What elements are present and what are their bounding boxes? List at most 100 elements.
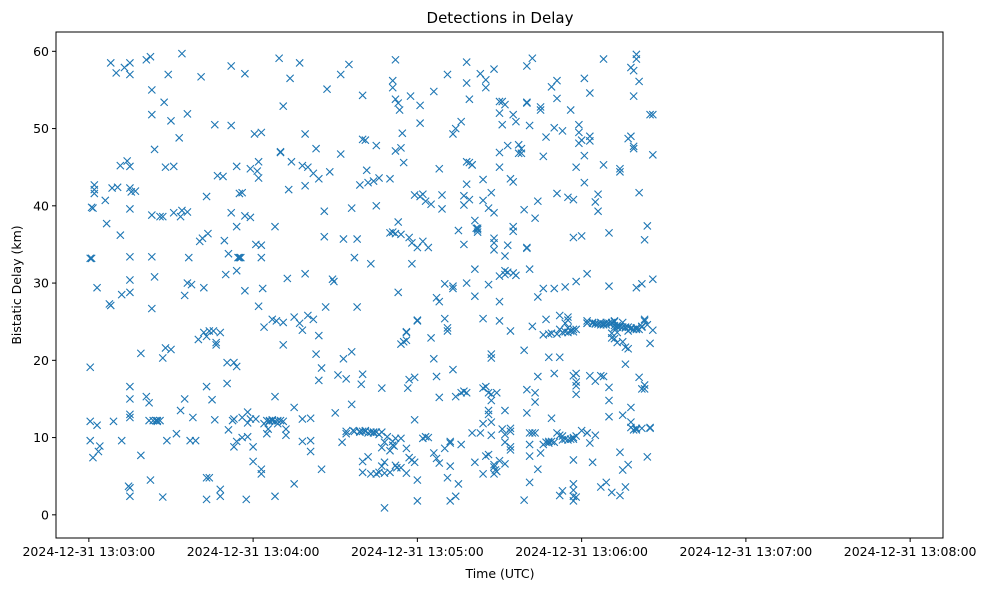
data-point [369,428,378,437]
data-point [306,436,315,445]
data-point [500,459,509,468]
data-point [572,493,581,502]
data-point [435,297,444,306]
data-point [443,473,452,482]
data-point [514,149,523,158]
data-point [386,174,394,183]
data-point [509,222,518,231]
data-point [438,204,446,213]
data-point [481,83,490,92]
data-point [125,413,134,422]
data-point [93,283,102,292]
data-point [362,166,371,175]
data-point [487,354,496,362]
data-point [418,190,427,199]
data-point [216,328,225,337]
data-point [525,440,534,449]
data-point [314,376,323,385]
data-point [487,396,496,405]
data-point [172,429,181,438]
data-point [344,60,353,69]
data-point [347,204,356,213]
data-point [470,458,479,467]
data-point [525,478,534,487]
data-point [232,437,241,446]
data-point [158,354,167,362]
data-point [495,456,504,465]
data-point [569,455,578,464]
data-point [205,473,214,482]
data-point [125,288,134,297]
data-point [424,243,433,252]
data-point [223,379,232,388]
data-point [353,235,362,244]
data-point [596,371,605,380]
data-point [156,416,165,425]
data-point [468,160,477,169]
data-point [481,382,490,391]
data-point [106,301,115,310]
data-point [116,161,125,170]
data-point [443,323,452,332]
data-point [451,392,460,401]
data-point [533,197,542,206]
data-point [465,195,474,204]
data-point [251,415,260,424]
data-point [264,425,273,434]
data-point [88,204,97,213]
data-point [520,496,529,505]
data-point [147,85,156,94]
data-point [150,272,159,281]
data-point [574,128,583,137]
data-point [106,58,115,67]
data-point [183,208,192,216]
data-point [386,468,394,477]
data-point [495,97,504,106]
data-point [624,460,633,469]
data-point [227,121,236,130]
data-point [219,172,227,181]
data-point [446,462,455,471]
data-point [232,362,241,371]
data-point [339,354,348,363]
data-point [317,364,326,373]
data-point [553,94,561,103]
data-point [146,476,155,485]
data-point [198,234,207,243]
data-point [487,390,496,399]
data-point [490,245,499,254]
data-point [648,110,657,119]
data-point [234,253,243,262]
data-point [227,208,236,217]
data-point [90,180,99,189]
data-point [500,252,509,261]
data-point [432,293,441,302]
data-point [355,180,364,189]
data-point [435,393,444,402]
x-tick-label: 2024-12-31 13:04:00 [187,544,320,559]
data-point [229,442,238,451]
data-point [227,62,236,70]
data-point [427,333,436,342]
data-point [536,102,545,111]
data-point [459,191,468,200]
y-axis-ticks: 0 10 20 30 40 50 60 [33,44,56,522]
data-point [635,188,644,197]
data-point [209,326,218,335]
data-point [158,212,167,221]
data-point [462,58,471,67]
data-point [210,415,219,424]
data-point [648,150,657,159]
data-point [629,144,638,153]
data-point [347,400,356,409]
data-point [569,195,578,204]
data-point [531,388,540,397]
y-axis-title: Bistatic Delay (km) [9,225,24,344]
data-point [113,183,122,192]
data-point [462,388,471,397]
x-axis-ticks: 2024-12-31 13:03:00 2024-12-31 13:04:00 20… [22,538,977,559]
data-point [377,384,386,393]
data-point [380,438,389,447]
data-point [522,62,531,70]
data-point [298,326,307,335]
